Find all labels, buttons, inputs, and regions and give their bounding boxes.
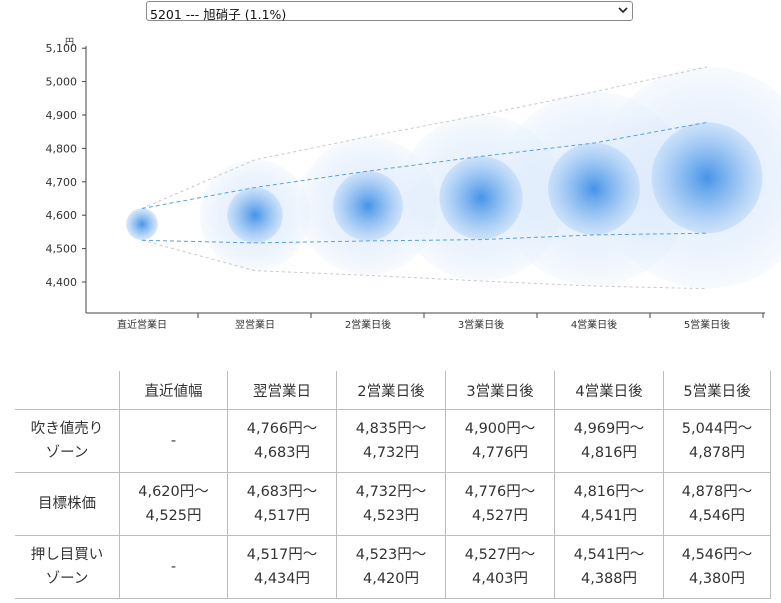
row-label: 押し目買い ゾーン [15,535,120,599]
table-cell: 5,044円〜 4,878円 [663,409,771,473]
y-tick-label: 4,900 [46,109,78,122]
outer-upper-line [141,66,708,209]
y-tick-label: 4,500 [46,243,78,256]
y-tick-label: 5,000 [46,76,78,89]
table-header: 5営業日後 [663,371,771,410]
axes: 円 [65,37,765,314]
table-header: 4営業日後 [554,371,664,410]
target-zone-bubble [333,170,403,241]
x-tick-label: 翌営業日 [235,318,275,331]
table-cell: 4,900円〜 4,776円 [445,409,555,473]
table-cell: 4,776円〜 4,527円 [445,472,555,536]
table-cell: 4,732円〜 4,523円 [336,472,446,536]
target-zone-bubbles [126,122,763,243]
table-cell: 4,620円〜 4,525円 [119,472,228,536]
table-header-blank [15,371,120,410]
table-row-sell-zone: 吹き値売り ゾーン - 4,766円〜 4,683円 4,835円〜 4,732円 4… [15,409,771,473]
table-cell: 4,546円〜 4,380円 [663,535,771,599]
table-header: 翌営業日 [227,371,337,410]
x-tick-label: 3営業日後 [458,318,504,331]
target-zone-bubble [227,187,283,243]
table-header: 2営業日後 [336,371,446,410]
y-axis-unit: 円 [65,37,74,48]
table-row-target: 目標株価 4,620円〜 4,525円 4,683円〜 4,517円 4,732円〜… [15,472,771,536]
table-header-row: 直近値幅 翌営業日 2営業日後 3営業日後 4営業日後 5営業日後 [15,371,771,410]
inner-upper-line [141,121,708,210]
row-label: 目標株価 [15,472,120,536]
target-zone-bubble [439,156,523,240]
target-zone-bubble [126,208,158,241]
table-cell: 4,523円〜 4,420円 [336,535,446,599]
target-zone-bubble [651,122,763,234]
y-tick-label: 4,700 [46,176,78,189]
table-row-buy-zone: 押し目買い ゾーン - 4,517円〜 4,434円 4,523円〜 4,420円 4… [15,535,771,599]
x-tick-label: 直近営業日 [117,318,167,331]
table-header: 3営業日後 [445,371,555,410]
y-tick-label: 4,800 [46,142,78,155]
table-cell: 4,683円〜 4,517円 [227,472,337,536]
inner-lower-line [141,232,708,244]
table-cell: - [119,535,228,599]
y-tick-label: 4,600 [46,209,78,222]
table-cell: 4,517円〜 4,434円 [227,535,337,599]
outer-lower-line [141,239,708,290]
x-tick-label: 5営業日後 [684,318,730,331]
range-lines [141,66,708,290]
y-tick-label: 5,100 [46,42,78,55]
table-cell: 4,816円〜 4,541円 [554,472,664,536]
target-zone-bubble [548,142,640,235]
x-tick-label: 2営業日後 [345,318,391,331]
table-cell: 4,766円〜 4,683円 [227,409,337,473]
stock-select[interactable]: 5201 --- 旭硝子 (1.1%) [146,1,633,22]
table-cell: 4,527円〜 4,403円 [445,535,555,599]
price-zone-table: 直近値幅 翌営業日 2営業日後 3営業日後 4営業日後 5営業日後 吹き値売りゾ… [15,371,771,599]
table-header: 直近値幅 [119,371,228,410]
table-cell: - [119,409,228,473]
chevron-down-icon [618,7,628,14]
row-label: 吹き値売り ゾーン [15,409,120,473]
table-cell: 4,969円〜 4,816円 [554,409,664,473]
table-cell: 4,878円〜 4,546円 [663,472,771,536]
y-axis-ticks: 4,400 4,500 4,600 4,700 4,800 4,900 5,000 5,100 [46,42,86,289]
table-cell: 4,541円〜 4,388円 [554,535,664,599]
x-tick-label: 4営業日後 [571,318,617,331]
price-range-chart: 円 4,400 4,500 4,600 4,700 4,800 4,900 5,000 5,1… [46,37,781,331]
table-cell: 4,835円〜 4,732円 [336,409,446,473]
y-tick-label: 4,400 [46,276,78,289]
stock-select-value: 5201 --- 旭硝子 (1.1%) [150,7,287,22]
x-axis-ticks: 直近営業日 翌営業日 2営業日後 3営業日後 4営業日後 5営業日後 [117,313,764,331]
